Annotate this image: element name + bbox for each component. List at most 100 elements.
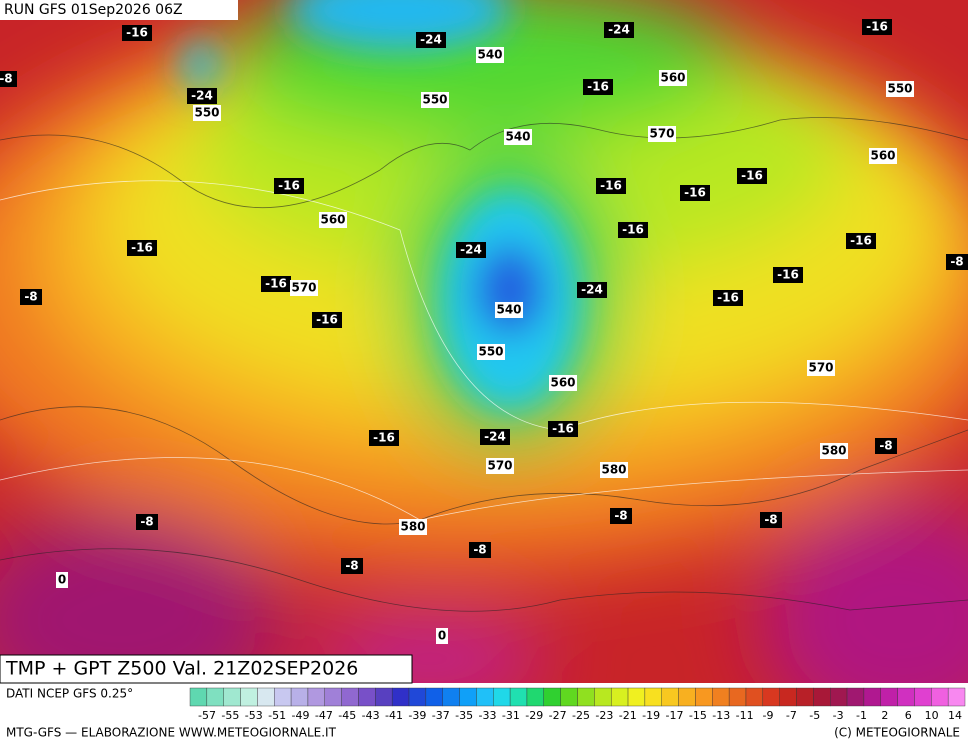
- temperature-label: -24: [484, 430, 506, 444]
- temperature-label-box: [760, 512, 782, 528]
- height-label: 560: [550, 376, 575, 390]
- temperature-label: -24: [608, 23, 630, 37]
- colorbar-label: -5: [809, 709, 820, 722]
- temperature-label: -8: [0, 72, 13, 86]
- colorbar-label: -27: [549, 709, 567, 722]
- colorbar-label: -31: [502, 709, 520, 722]
- colorbar-label: -57: [198, 709, 216, 722]
- height-label: 550: [422, 93, 447, 107]
- colorbar-label: -17: [666, 709, 684, 722]
- colorbar-swatch: [290, 687, 309, 707]
- temperature-label: -8: [764, 513, 777, 527]
- temperature-label: -16: [622, 223, 644, 237]
- temperature-label: -8: [950, 255, 963, 269]
- colorbar-label: -23: [595, 709, 613, 722]
- colorbar-label: -21: [619, 709, 637, 722]
- colorbar-swatch: [762, 687, 780, 707]
- colorbar-swatch: [627, 687, 646, 707]
- colorbar-swatch: [257, 687, 275, 707]
- temperature-label-box: [0, 71, 17, 87]
- colorbar-label: -49: [292, 709, 310, 722]
- temperature-label: -8: [24, 290, 37, 304]
- temperature-label-box: [875, 438, 897, 454]
- colorbar-label: -55: [221, 709, 239, 722]
- temperature-label-box: [548, 421, 578, 437]
- colorbar-swatch: [459, 687, 477, 707]
- height-label: 540: [477, 48, 502, 62]
- colorbar-label: -47: [315, 709, 333, 722]
- colorbar-swatch: [577, 687, 595, 707]
- colorbar-swatch: [695, 687, 713, 707]
- temperature-label: -16: [278, 179, 300, 193]
- temperature-label: -16: [684, 186, 706, 200]
- colorbar-swatch: [206, 687, 224, 707]
- title-box: [0, 654, 413, 684]
- temperature-label: -16: [373, 431, 395, 445]
- map-labels: -16 -24 -24 -16 -8 -24 -16 -16 -16 -16 -16 -16 -24 -1…: [0, 19, 968, 644]
- colorbar-swatch: [897, 687, 915, 707]
- temperature-label-box: [312, 312, 342, 328]
- height-label: 580: [400, 520, 425, 534]
- height-label-box: [648, 126, 676, 142]
- temperature-label-box: [862, 19, 892, 35]
- colorbar-swatch: [307, 687, 325, 707]
- height-label: 560: [320, 213, 345, 227]
- temperature-label: -16: [600, 179, 622, 193]
- colorbar: -57 -55 -53 -51 -49 -47 -45 -43 -41 -39 -37 -35 -33-…: [189, 687, 966, 722]
- height-label: 0: [58, 573, 66, 587]
- colorbar-swatch: [240, 687, 258, 707]
- height-label: 550: [478, 345, 503, 359]
- colorbar-swatch: [442, 687, 460, 707]
- temperature-label: -16: [316, 313, 338, 327]
- colorbar-swatch: [189, 687, 208, 707]
- temperature-label-box: [261, 276, 291, 292]
- temperature-label: -24: [581, 283, 603, 297]
- colorbar-swatch: [223, 687, 241, 707]
- map-title: TMP + GPT Z500 Val. 21Z02SEP2026: [5, 658, 358, 680]
- temperature-label-box: [596, 178, 626, 194]
- colorbar-label: -33: [479, 709, 497, 722]
- temperature-label-box: [583, 79, 613, 95]
- colorbar-swatch: [712, 687, 730, 707]
- height-label-box: [495, 302, 523, 318]
- colorbar-swatch: [493, 687, 511, 707]
- colorbar-swatch: [425, 687, 443, 707]
- temperature-label-box: [577, 282, 607, 298]
- height-label-box: [869, 148, 897, 164]
- temperature-label-box: [416, 32, 446, 48]
- colorbar-label: -3: [833, 709, 844, 722]
- temperature-label-box: [737, 168, 767, 184]
- colorbar-swatch: [779, 687, 797, 707]
- colorbar-label: -43: [362, 709, 380, 722]
- colorbar-swatch: [476, 687, 494, 707]
- temperature-label-box: [122, 25, 152, 41]
- colorbar-swatch: [678, 687, 696, 707]
- temperature-label-box: [713, 290, 743, 306]
- temperature-label: -16: [866, 20, 888, 34]
- height-label: 570: [291, 281, 316, 295]
- temperature-label: -24: [420, 33, 442, 47]
- colorbar-label: -35: [455, 709, 473, 722]
- height-label: 560: [660, 71, 685, 85]
- temperature-label-box: [680, 185, 710, 201]
- height-label: 570: [808, 361, 833, 375]
- credit-left: MTG-GFS — ELABORAZIONE WWW.METEOGIORNALE…: [6, 726, 337, 740]
- colorbar-label: -41: [385, 709, 403, 722]
- colorbar-label: -37: [432, 709, 450, 722]
- temperature-label-box: [136, 514, 158, 530]
- temperature-label-box: [946, 254, 968, 270]
- temperature-label: -16: [850, 234, 872, 248]
- colorbar-label: -1: [856, 709, 867, 722]
- temperature-label-box: [846, 233, 876, 249]
- colorbar-label: -25: [572, 709, 590, 722]
- colorbar-swatch: [560, 687, 578, 707]
- temperature-label: -8: [879, 439, 892, 453]
- colorbar-label: -39: [408, 709, 426, 722]
- colorbar-swatch: [644, 687, 662, 707]
- temperature-label: -24: [191, 89, 213, 103]
- temperature-label: -8: [140, 515, 153, 529]
- temperature-label-box: [604, 22, 634, 38]
- height-label: 580: [821, 444, 846, 458]
